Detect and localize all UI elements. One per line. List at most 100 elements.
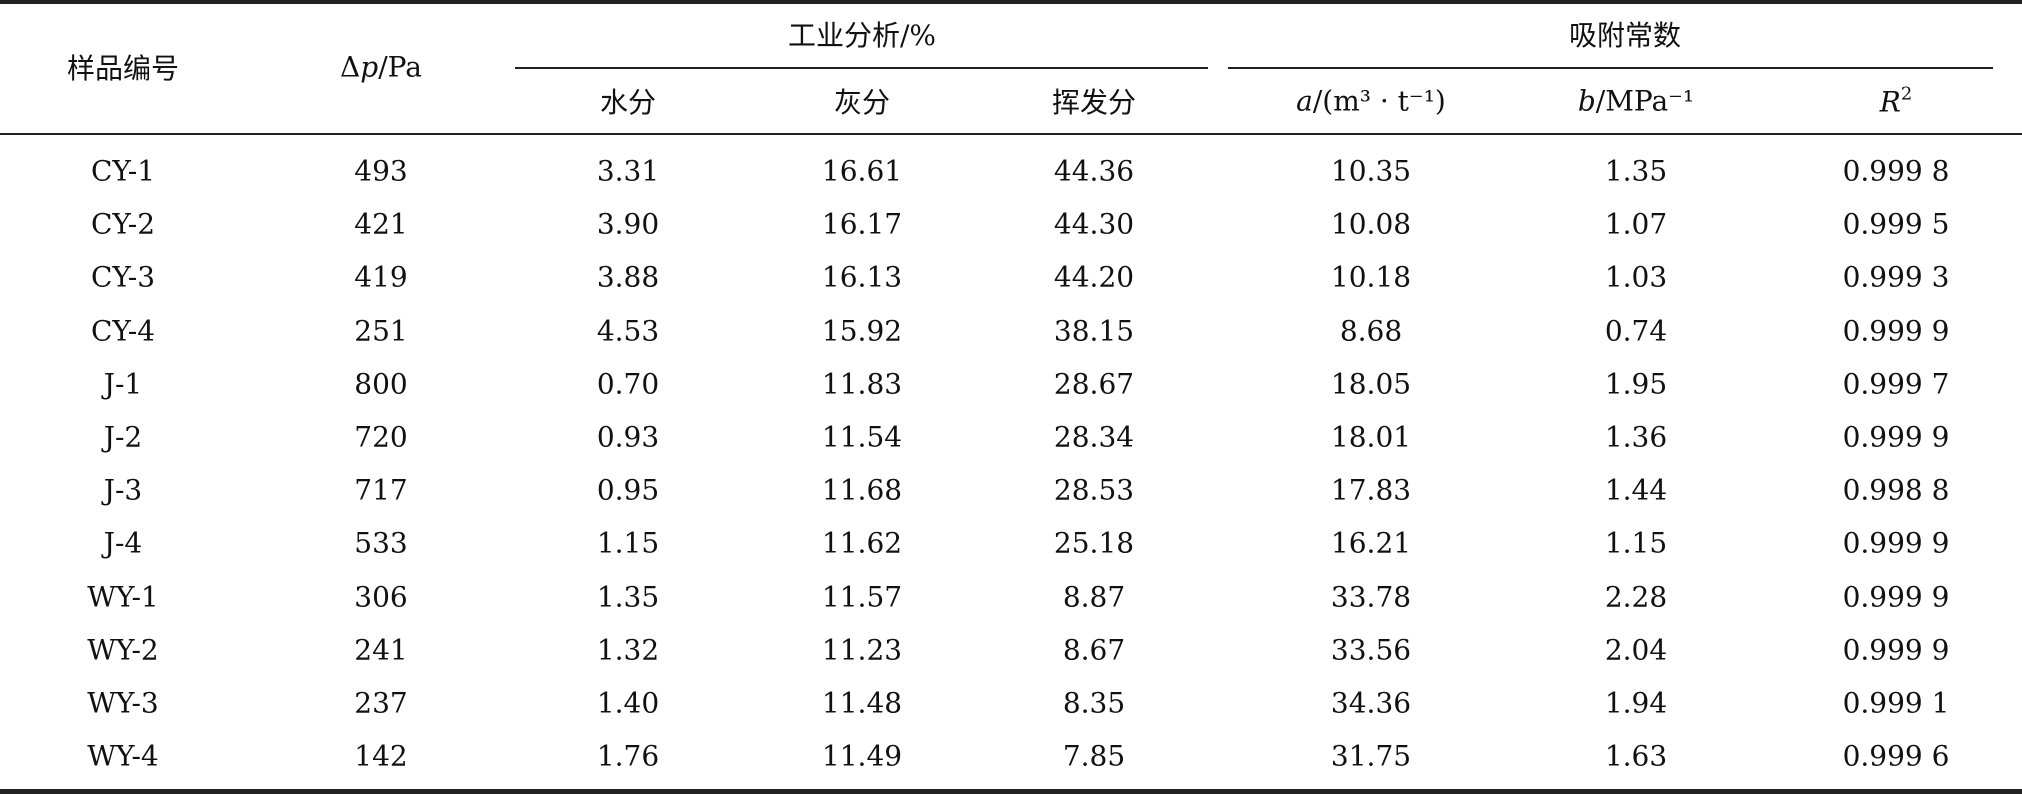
table-cell: 3.88 [596,260,660,294]
table-cell: 1.15 [1604,526,1668,560]
table-cell: 1.76 [596,739,660,773]
header-cell: b/MPa⁻¹ [1578,85,1694,118]
header-part: 2 [1900,83,1913,105]
table-cell: 0.93 [596,420,660,454]
table-cell: 38.15 [1053,314,1135,348]
table-cell: 16.21 [1330,526,1412,560]
table-cell: 1.15 [596,526,660,560]
table-cell: 11.62 [821,526,903,560]
table-cell: 11.83 [821,367,903,401]
table-cell: 0.999 9 [1842,526,1950,560]
table-cell: 18.05 [1330,367,1412,401]
sample-id: J-2 [103,420,143,454]
header-cell: 灰分 [833,86,891,119]
table-cell: 251 [354,314,408,348]
table-cell: 44.30 [1053,207,1135,241]
table-cell: 28.53 [1053,473,1135,507]
sample-id: J-3 [103,473,143,507]
table-cell: 11.23 [821,633,903,667]
header-cell: a/(m³ · t⁻¹) [1296,85,1446,118]
header-cell: 挥发分 [1051,86,1137,119]
sample-id: CY-4 [90,314,156,348]
table-cell: 1.63 [1604,739,1668,773]
table-cell: 1.36 [1604,420,1668,454]
table-cell: 493 [354,154,408,188]
table-cell: 4.53 [596,314,660,348]
table-cell: 16.17 [821,207,903,241]
sample-id: WY-1 [87,580,159,614]
table-cell: 0.998 8 [1842,473,1950,507]
table-cell: 1.40 [596,686,660,720]
group-header: 吸附常数 [1568,19,1682,52]
table-cell: 3.90 [596,207,660,241]
sample-id: WY-4 [87,739,159,773]
table-cell: 11.57 [821,580,903,614]
table-cell: 419 [354,260,408,294]
header-part: /MPa⁻¹ [1595,84,1695,118]
table-cell: 31.75 [1330,739,1412,773]
table-cell: 0.999 9 [1842,580,1950,614]
table-cell: 10.18 [1330,260,1412,294]
table-cell: 0.999 1 [1842,686,1950,720]
table-cell: 28.34 [1053,420,1135,454]
top-rule [0,0,2022,4]
table-cell: 0.999 9 [1842,633,1950,667]
table-cell: 237 [354,686,408,720]
table-cell: 0.95 [596,473,660,507]
sample-id: WY-3 [87,686,159,720]
table-cell: 142 [354,739,408,773]
header-cell: 水分 [599,86,657,119]
table-cell: 17.83 [1330,473,1412,507]
table-cell: 25.18 [1053,526,1135,560]
header-rule [0,133,2022,135]
table-cell: 421 [354,207,408,241]
table-cell: 0.999 9 [1842,314,1950,348]
table-cell: 33.56 [1330,633,1412,667]
table-cell: 8.67 [1062,633,1126,667]
table-cell: 720 [354,420,408,454]
table-cell: 1.94 [1604,686,1668,720]
table-cell: 0.70 [596,367,660,401]
table-cell: 306 [354,580,408,614]
header-part: /(m³ · t⁻¹) [1312,84,1446,118]
sample-id: CY-2 [90,207,156,241]
header-part: p [360,50,379,84]
table-cell: 0.74 [1604,314,1668,348]
sample-id: J-1 [103,367,143,401]
table-cell: 11.68 [821,473,903,507]
table-cell: 0.999 9 [1842,420,1950,454]
table-cell: 28.67 [1053,367,1135,401]
table-cell: 10.08 [1330,207,1412,241]
table-cell: 800 [354,367,408,401]
sample-id: CY-3 [90,260,156,294]
group-rule [1228,67,1993,69]
table-cell: 0.999 6 [1842,739,1950,773]
table-cell: 0.999 7 [1842,367,1950,401]
table-cell: 1.35 [1604,154,1668,188]
table-cell: 2.04 [1604,633,1668,667]
table-cell: 11.48 [821,686,903,720]
table-cell: 0.999 5 [1842,207,1950,241]
table-cell: 11.54 [821,420,903,454]
header-part: Δ [340,50,361,84]
bottom-rule [0,789,2022,794]
header-cell: R2 [1880,84,1913,119]
group-rule [515,67,1208,69]
table-cell: 533 [354,526,408,560]
sample-id: J-4 [103,526,143,560]
table-cell: 18.01 [1330,420,1412,454]
header-part: b [1577,84,1596,118]
table-cell: 1.03 [1604,260,1668,294]
table-cell: 7.85 [1062,739,1126,773]
table-cell: 44.20 [1053,260,1135,294]
table-cell: 16.61 [821,154,903,188]
table-cell: 1.44 [1604,473,1668,507]
table-cell: 0.999 3 [1842,260,1950,294]
table-cell: 8.68 [1339,314,1403,348]
header-part: /Pa [378,50,422,84]
group-header: 工业分析/% [787,19,937,52]
table-cell: 2.28 [1604,580,1668,614]
header-cell: Δp/Pa [340,51,422,84]
header-part: a [1296,84,1313,118]
